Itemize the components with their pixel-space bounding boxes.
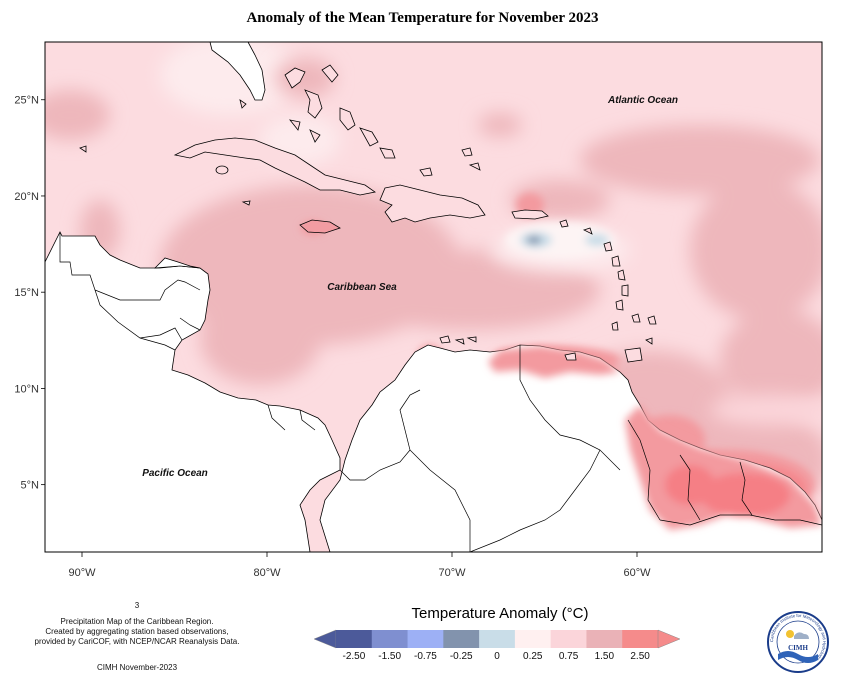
- legend-tick-label: 2.50: [630, 651, 650, 662]
- lat-tick-label: 20°N: [14, 191, 39, 203]
- longitude-axis: 90°W 80°W 70°W 60°W: [68, 552, 651, 579]
- legend-swatch: [336, 630, 373, 648]
- anomaly-field: [45, 42, 822, 552]
- legend-tick-label: -0.75: [414, 651, 437, 662]
- map-frame: [44, 41, 823, 553]
- lat-tick-label: 15°N: [14, 287, 39, 299]
- footnote-credit: CIMH November-2023: [96, 663, 178, 672]
- legend-tick-label: 0.75: [559, 651, 579, 662]
- legend-swatch: [550, 630, 587, 648]
- latitude-axis: 25°N 20°N 15°N 10°N 5°N: [14, 95, 45, 492]
- footnote-line-3: provided by CariCOF, with NCEP/NCAR Rean…: [34, 637, 240, 646]
- logo-text: CIMH: [788, 644, 808, 652]
- legend-tick-label: 1.50: [595, 651, 615, 662]
- legend-swatch: [514, 630, 552, 648]
- lon-tick-label: 60°W: [623, 567, 651, 579]
- caribbean-sea-label: Caribbean Sea: [327, 282, 397, 293]
- legend-swatch: [371, 630, 409, 648]
- legend-title: Temperature Anomaly (°C): [411, 605, 589, 622]
- lat-tick-label: 25°N: [14, 95, 39, 107]
- cimh-logo: Caribbean Institute for Meteorology and …: [766, 610, 830, 674]
- footnote-marker: 3: [134, 601, 140, 610]
- lon-tick-label: 90°W: [68, 567, 96, 579]
- legend-tick-label: -2.50: [342, 651, 365, 662]
- lat-tick-label: 5°N: [21, 480, 40, 492]
- legend-tick-label: -1.50: [378, 651, 401, 662]
- legend-swatch: [622, 630, 659, 648]
- map-title: Anomaly of the Mean Temperature for Nove…: [246, 10, 599, 26]
- lon-tick-label: 70°W: [438, 567, 466, 579]
- lon-tick-label: 80°W: [253, 567, 281, 579]
- legend-tick-label: 0: [494, 651, 500, 662]
- pacific-ocean-label: Pacific Ocean: [142, 468, 208, 479]
- legend-tick-label: 0.25: [523, 651, 543, 662]
- country-borders: [59, 232, 822, 552]
- legend-swatch: [479, 630, 516, 648]
- legend-swatch: [443, 630, 480, 648]
- islands: [79, 64, 657, 363]
- footnote-line-2: Created by aggregating station based obs…: [45, 627, 229, 636]
- legend-arrow-low: [313, 629, 337, 649]
- footnote-line-1: Precipitation Map of the Caribbean Regio…: [60, 617, 214, 626]
- legend-tick-label: -0.25: [450, 651, 473, 662]
- legend-swatch: [407, 630, 444, 648]
- lat-tick-label: 10°N: [14, 383, 39, 395]
- legend-colorbar: -2.50 -1.50 -0.75 -0.25 0 0.25 0.75 1.50 2.50: [313, 629, 681, 662]
- atlantic-ocean-label: Atlantic Ocean: [607, 95, 678, 106]
- legend-swatch: [586, 630, 623, 648]
- legend-arrow-high: [657, 629, 681, 649]
